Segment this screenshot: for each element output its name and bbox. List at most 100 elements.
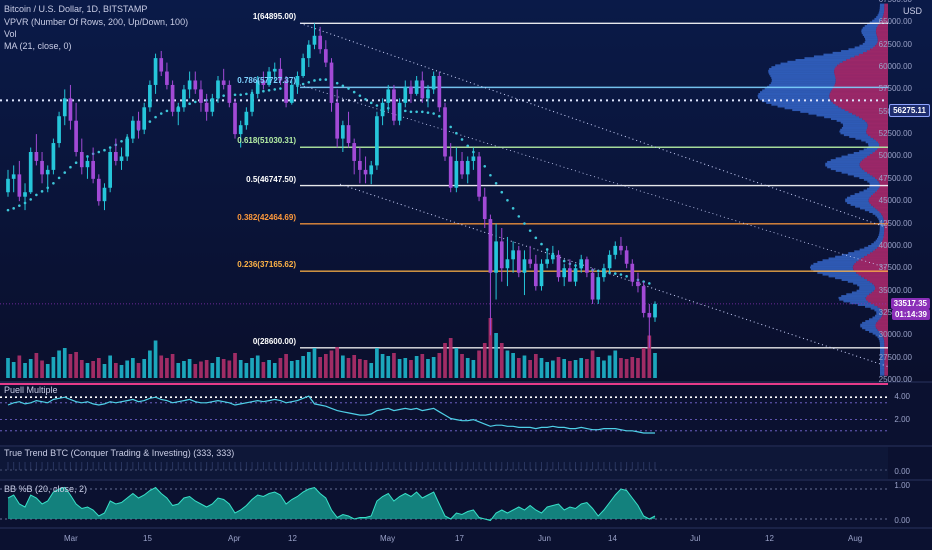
- price-tick-label: 67500.00: [879, 0, 912, 4]
- vpvr-up-bar: [869, 182, 880, 185]
- vpvr-up-bar: [827, 160, 861, 163]
- volume-bar: [380, 354, 385, 378]
- vpvr-up-bar: [879, 3, 885, 6]
- volume-bar: [596, 357, 601, 378]
- vpvr-down-bar: [874, 284, 888, 287]
- vpvr-down-bar: [884, 228, 888, 231]
- vpvr-down-bar: [877, 148, 888, 151]
- time-axis-label: Jul: [690, 534, 701, 543]
- volume-bar: [511, 353, 515, 378]
- volume-bar: [6, 358, 10, 378]
- vpvr-down-bar: [829, 96, 888, 99]
- vpvr-up-bar: [871, 243, 881, 246]
- candle-body: [193, 80, 198, 90]
- candle-body: [284, 80, 288, 103]
- vpvr-down-bar: [880, 307, 888, 310]
- ma21-point: [18, 204, 21, 207]
- candle-body: [358, 160, 362, 170]
- candle-body: [533, 263, 538, 287]
- vpvr-up-bar: [847, 280, 870, 283]
- candle-body: [244, 111, 249, 126]
- ma21-point: [619, 273, 623, 276]
- price-tick-label: 37500.00: [878, 263, 912, 273]
- ma21-point: [273, 88, 277, 91]
- vpvr-down-bar: [881, 212, 888, 215]
- ma21-point: [188, 102, 191, 106]
- ma21-point: [432, 112, 435, 115]
- indicator-ma-label[interactable]: MA (21, close, 0): [4, 41, 72, 51]
- vpvr-down-bar: [832, 87, 888, 90]
- fib-label-1: 1(64895.00): [252, 12, 296, 22]
- vpvr-up-bar: [880, 368, 885, 371]
- vpvr-down-bar: [870, 135, 888, 138]
- truetrend-title[interactable]: True Trend BTC (Conquer Trading & Invest…: [4, 448, 235, 458]
- ma21-point: [483, 165, 487, 168]
- indicator-vpvr-label[interactable]: VPVR (Number Of Rows, 200, Up/Down, 100): [4, 17, 189, 27]
- vpvr-up-bar: [863, 35, 878, 38]
- vpvr-up-bar: [862, 327, 877, 330]
- vpvr-down-bar: [834, 73, 888, 76]
- vpvr-up-bar: [859, 150, 876, 153]
- vpvr-down-bar: [861, 275, 888, 278]
- vpvr-up-bar: [810, 266, 853, 269]
- vpvr-up-bar: [878, 218, 884, 221]
- candle-body: [23, 192, 27, 197]
- fib-label-0.382: 0.382(42464.69): [237, 212, 296, 222]
- vpvr-up-bar: [863, 178, 878, 181]
- indicator-vol-label[interactable]: Vol: [4, 29, 17, 39]
- vpvr-down-bar: [875, 248, 888, 251]
- vpvr-down-bar: [859, 164, 888, 167]
- volume-bar: [607, 355, 612, 378]
- volume-bar: [426, 359, 430, 378]
- vpvr-down-bar: [858, 273, 888, 276]
- ma21-point: [69, 165, 72, 169]
- vpvr-up-bar: [880, 355, 885, 358]
- vpvr-up-bar: [792, 109, 845, 112]
- candle-body: [403, 86, 408, 103]
- vpvr-up-bar: [817, 271, 857, 274]
- vpvr-up-bar: [879, 228, 885, 231]
- volume-bar: [397, 359, 402, 378]
- vpvr-up-bar: [854, 250, 873, 253]
- vpvr-down-bar: [860, 166, 888, 169]
- volume-bar: [636, 358, 640, 378]
- puell-line: [7, 395, 655, 434]
- candle-body: [647, 312, 652, 318]
- candle-body: [579, 259, 584, 269]
- volume-bar: [153, 340, 158, 378]
- ma21-point: [148, 120, 152, 123]
- volume-bar: [363, 360, 368, 378]
- vpvr-up-bar: [879, 352, 885, 355]
- volume-bar: [465, 358, 470, 378]
- puell-tick-4: 4.00: [894, 392, 910, 401]
- vpvr-up-bar: [775, 64, 838, 67]
- volume-bar: [221, 359, 226, 378]
- vpvr-down-bar: [877, 246, 888, 249]
- vpvr-up-bar: [795, 59, 847, 61]
- bb-line: [7, 486, 656, 522]
- puell-title[interactable]: Puell Multiple: [4, 385, 58, 395]
- volume-bar: [182, 361, 186, 378]
- ma21-point: [35, 193, 38, 197]
- vpvr-down-bar: [882, 16, 888, 19]
- candle-body: [148, 84, 152, 108]
- vpvr-down-bar: [848, 110, 888, 113]
- candle-body: [550, 254, 555, 260]
- bb-title[interactable]: BB %B (20, close, 2): [4, 484, 88, 494]
- vpvr-down-bar: [854, 262, 888, 265]
- vpvr-down-bar: [866, 128, 888, 131]
- vpvr-up-bar: [769, 84, 835, 87]
- candle-body: [375, 116, 379, 166]
- vpvr-down-bar: [881, 17, 888, 20]
- vpvr-up-bar: [849, 135, 871, 138]
- candle-body: [125, 138, 130, 157]
- currency-label[interactable]: USD: [902, 6, 922, 16]
- ma21-point: [40, 190, 44, 193]
- vpvr-down-bar: [864, 277, 888, 280]
- vpvr-down-bar: [880, 243, 888, 246]
- candle-body: [204, 102, 209, 112]
- vpvr-up-bar: [758, 92, 830, 95]
- vpvr-up-bar: [878, 12, 884, 15]
- vpvr-up-bar: [861, 28, 877, 31]
